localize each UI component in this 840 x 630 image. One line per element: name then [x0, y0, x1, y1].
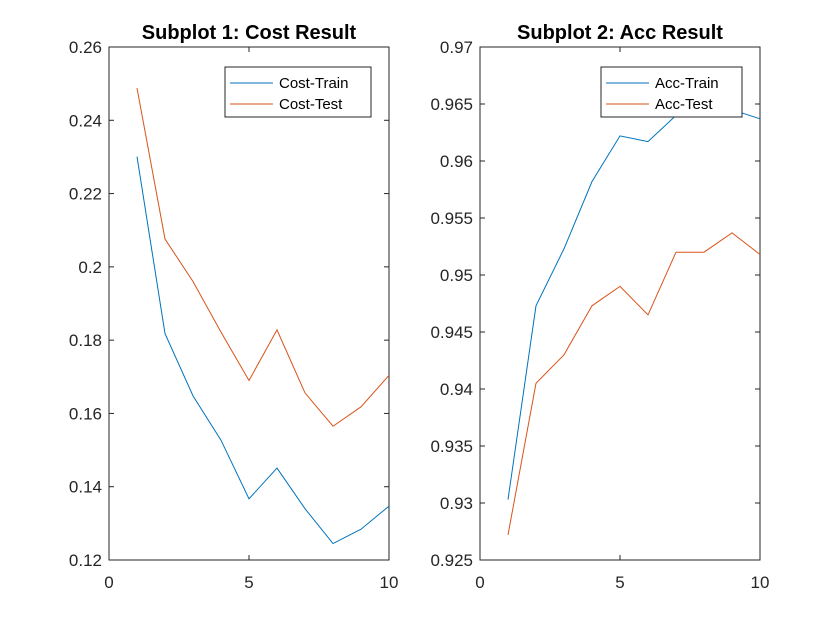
y-tick-label: 0.24 [69, 111, 102, 130]
series-line-cost-train [136, 156, 390, 545]
y-tick-label: 0.925 [430, 551, 473, 570]
y-tick-label: 0.965 [430, 95, 473, 114]
y-tick-label: 0.97 [440, 38, 473, 57]
series-line-cost-test [136, 87, 390, 427]
legend-label: Cost-Train [279, 75, 348, 92]
legend: Acc-Train Acc-Test [600, 66, 743, 118]
subplot-1: Subplot 1: Cost Result 0.12 0.14 0.16 0.18 0.… [69, 22, 399, 592]
y-tick-label: 0.935 [430, 437, 473, 456]
x-tick-label: 10 [751, 573, 770, 592]
legend-box [600, 66, 743, 118]
x-tick-label: 10 [380, 573, 399, 592]
series-line-acc-test [507, 232, 761, 536]
chart-title: Subplot 2: Acc Result [517, 22, 723, 44]
legend-label: Acc-Train [655, 75, 719, 92]
legend-label: Acc-Test [655, 96, 713, 113]
y-tick-label: 0.26 [69, 38, 102, 57]
axes-box [108, 46, 390, 561]
y-tick-label: 0.93 [440, 494, 473, 513]
y-tick-label: 0.2 [78, 258, 102, 277]
y-tick-label: 0.955 [430, 209, 473, 228]
y-tick-label: 0.18 [69, 331, 102, 350]
legend-label: Cost-Test [279, 96, 343, 113]
y-tick-label: 0.12 [69, 551, 102, 570]
y-tick-label: 0.945 [430, 323, 473, 342]
axes-box [479, 46, 761, 561]
x-tick-label: 5 [615, 573, 624, 592]
x-tick-label: 0 [104, 573, 113, 592]
y-tick-label: 0.94 [440, 380, 473, 399]
y-tick-label: 0.95 [440, 266, 473, 285]
y-tick-label: 0.14 [69, 478, 102, 497]
x-tick-label: 0 [475, 573, 484, 592]
y-tick-label: 0.96 [440, 152, 473, 171]
legend-box [224, 66, 372, 118]
subplot-2: Subplot 2: Acc Result 0.925 0.93 0.935 0.94 0… [430, 22, 769, 592]
y-tick-label: 0.22 [69, 185, 102, 204]
chart-title: Subplot 1: Cost Result [142, 22, 357, 44]
legend: Cost-Train Cost-Test [224, 66, 372, 118]
x-tick-label: 5 [244, 573, 253, 592]
y-tick-label: 0.16 [69, 404, 102, 423]
